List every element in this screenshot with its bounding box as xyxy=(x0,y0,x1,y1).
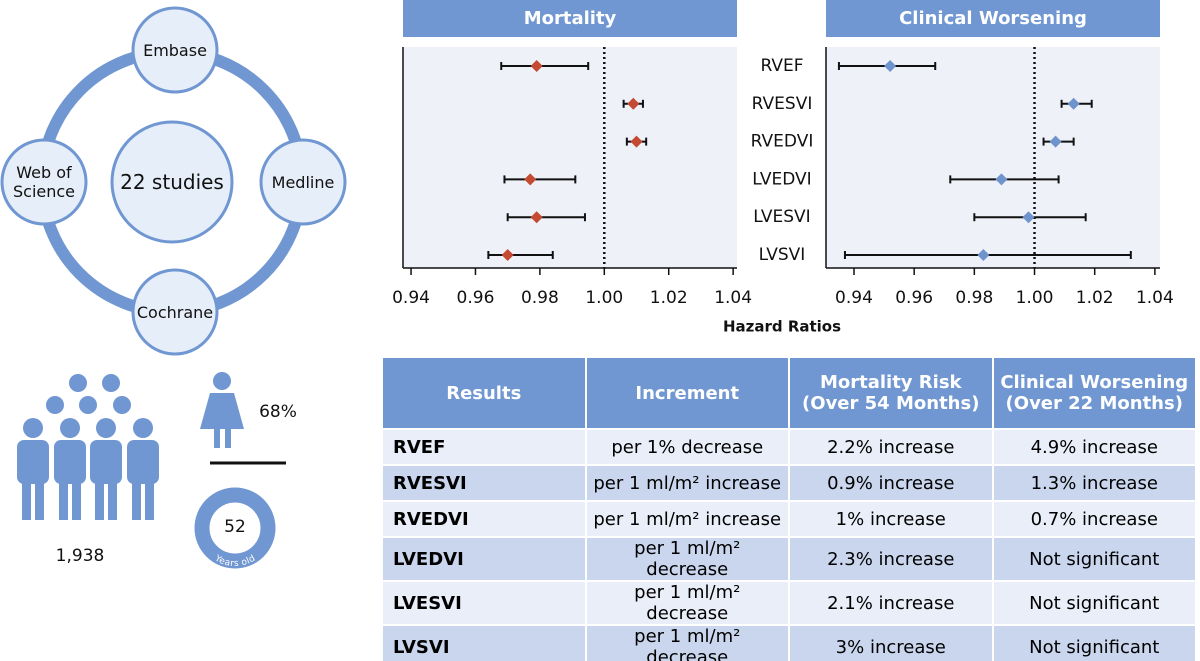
x-tick-label: 0.96 xyxy=(895,288,933,308)
x-tick-label: 0.96 xyxy=(457,288,495,308)
plot-area xyxy=(403,47,737,268)
header-cell: Increment xyxy=(584,356,790,430)
table-row: RVEDVI per 1 ml/m² increase 1% increase 0.7… xyxy=(381,500,1197,538)
x-axis-label: Hazard Ratios xyxy=(723,318,841,336)
point-estimate xyxy=(627,97,640,110)
age-unit-text: Years old xyxy=(212,553,257,569)
table-cell: 0.7% increase xyxy=(991,500,1197,538)
header-row: Results Increment Mortality Risk (Over 54 … xyxy=(381,356,1197,430)
age-donut xyxy=(194,487,276,569)
table-cell: RVEDVI xyxy=(381,500,587,538)
x-tick-label: 0.98 xyxy=(955,288,993,308)
x-tick-label: 0.94 xyxy=(392,288,430,308)
row-label: RVEDVI xyxy=(751,132,814,152)
table-cell: per 1% decrease xyxy=(584,428,790,466)
table-cell: 3% increase xyxy=(788,624,994,661)
table-cell: RVESVI xyxy=(381,464,587,502)
table-cell: per 1 ml/m² increase xyxy=(584,500,790,538)
point-estimate xyxy=(524,173,537,186)
table-cell: Not significant xyxy=(991,624,1197,661)
table-cell: 4.9% increase xyxy=(991,428,1197,466)
point-estimate xyxy=(501,249,514,261)
header-cell: Clinical Worsening (Over 22 Months) xyxy=(991,356,1197,430)
x-tick-label: 0.94 xyxy=(835,288,873,308)
panel-title: Mortality xyxy=(524,8,617,29)
row-label: LVEDVI xyxy=(752,169,811,189)
table-cell: LVEDVI xyxy=(381,536,587,582)
table-row: LVEDVI per 1 ml/m² decrease 2.3% increase N… xyxy=(381,536,1197,582)
table-cell: Not significant xyxy=(991,580,1197,626)
point-estimate xyxy=(530,60,543,72)
table-cell: per 1 ml/m² decrease xyxy=(584,624,790,661)
header-cell: Results xyxy=(381,356,587,430)
point-estimate xyxy=(530,211,543,224)
table-cell: 0.9% increase xyxy=(788,464,994,502)
table-cell: 2.3% increase xyxy=(788,536,994,582)
point-estimate xyxy=(630,135,643,148)
header-cell: Mortality Risk (Over 54 Months) xyxy=(788,356,994,430)
point-estimate xyxy=(1067,97,1080,110)
results-table: Results Increment Mortality Risk (Over 54 … xyxy=(381,356,1197,661)
row-label: RVESVI xyxy=(752,94,813,114)
table-row: RVEF per 1% decrease 2.2% increase 4.9% inc… xyxy=(381,428,1197,466)
table-cell: LVSVI xyxy=(381,624,587,661)
table-cell: 2.1% increase xyxy=(788,580,994,626)
patient-count: 1,938 xyxy=(56,546,105,566)
table-cell: 1.3% increase xyxy=(991,464,1197,502)
plot-area xyxy=(826,47,1160,268)
table-row: LVESVI per 1 ml/m² decrease 2.1% increase N… xyxy=(381,580,1197,626)
point-estimate xyxy=(1049,135,1062,148)
source-label: Embase xyxy=(143,40,207,60)
x-tick-label: 1.02 xyxy=(650,288,688,308)
title-bar xyxy=(403,0,737,37)
x-tick-label: 1.04 xyxy=(714,288,752,308)
x-tick-label: 1.00 xyxy=(1016,288,1054,308)
center-label: 22 studies xyxy=(120,170,224,194)
source-circle xyxy=(131,6,219,94)
panel-title: Clinical Worsening xyxy=(899,8,1087,29)
source-circle xyxy=(259,138,347,226)
age: 52 xyxy=(224,517,246,537)
x-tick-label: 0.98 xyxy=(521,288,559,308)
table-cell: per 1 ml/m² increase xyxy=(584,464,790,502)
row-label: LVESVI xyxy=(753,207,810,227)
center-circle xyxy=(110,120,234,244)
point-estimate xyxy=(884,60,897,72)
row-label: RVEF xyxy=(760,56,803,76)
table-cell: Not significant xyxy=(991,536,1197,582)
table-cell: per 1 ml/m² decrease xyxy=(584,536,790,582)
source-label: Cochrane xyxy=(136,302,214,322)
source-circle xyxy=(131,268,219,356)
table-cell: 2.2% increase xyxy=(788,428,994,466)
title-bar xyxy=(826,0,1160,37)
source-label: Medline xyxy=(271,172,335,192)
table-cell: RVEF xyxy=(381,428,587,466)
point-estimate xyxy=(995,173,1008,186)
table-cell: 1% increase xyxy=(788,500,994,538)
point-estimate xyxy=(977,249,990,261)
point-estimate xyxy=(1022,211,1035,224)
female-share: 68% xyxy=(259,402,297,422)
table-row: LVSVI per 1 ml/m² decrease 3% increase Not … xyxy=(381,624,1197,661)
people-icon xyxy=(17,372,244,520)
x-tick-label: 1.00 xyxy=(585,288,623,308)
table-cell: per 1 ml/m² decrease xyxy=(584,580,790,626)
source-circle xyxy=(0,138,88,226)
x-tick-label: 1.04 xyxy=(1136,288,1174,308)
source-label: Web of Science xyxy=(12,163,76,201)
age-unit: Years old xyxy=(212,553,257,569)
x-tick-label: 1.02 xyxy=(1076,288,1114,308)
table-row: RVESVI per 1 ml/m² increase 0.9% increase 1… xyxy=(381,464,1197,502)
table-cell: LVESVI xyxy=(381,580,587,626)
row-label: LVSVI xyxy=(759,245,806,265)
